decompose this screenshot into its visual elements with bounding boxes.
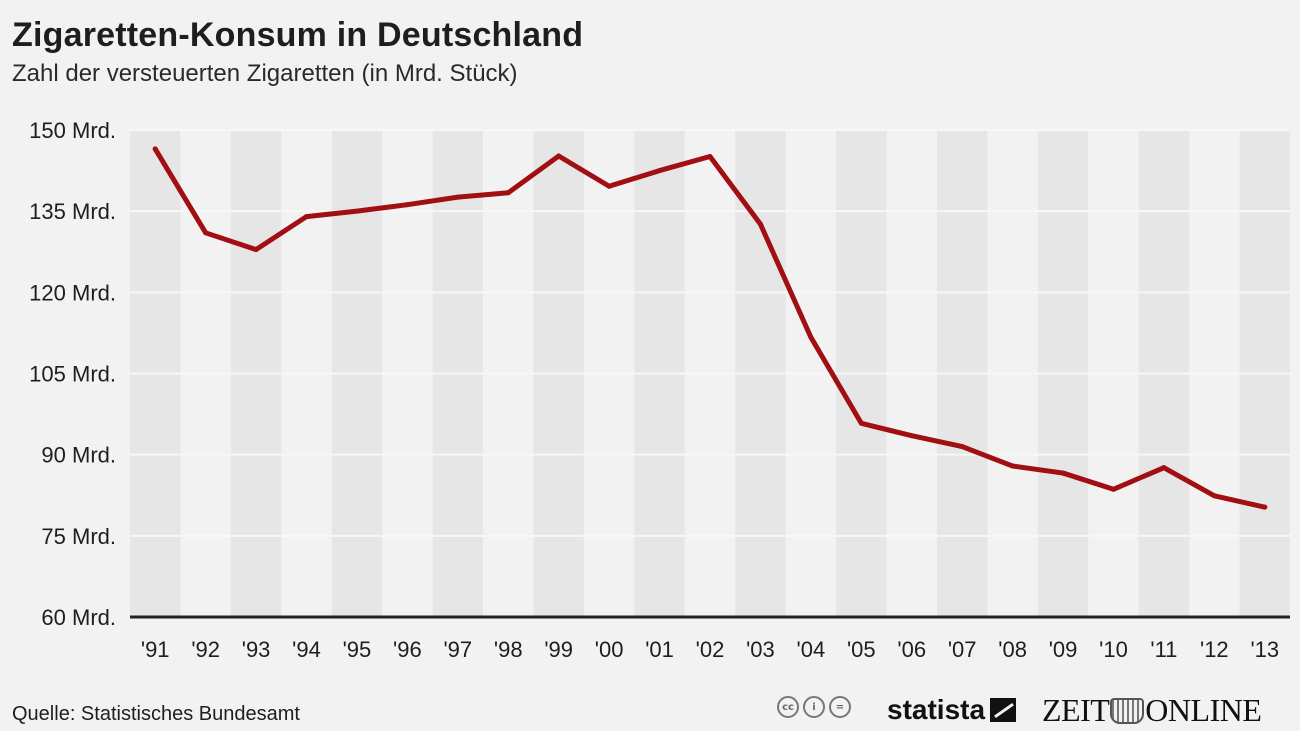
zeit-crest-icon: [1110, 697, 1145, 724]
y-tick-label: 60 Mrd.: [41, 605, 116, 630]
statista-logo: statista: [887, 694, 1017, 726]
x-tick-label: '04: [797, 637, 826, 662]
x-tick-label: '12: [1200, 637, 1229, 662]
data-point: [1262, 504, 1268, 510]
x-tick-label: '00: [595, 637, 624, 662]
data-point: [1110, 486, 1116, 492]
y-tick-label: 150 Mrd.: [29, 118, 116, 143]
data-point: [707, 154, 713, 160]
x-tick-label: '10: [1099, 637, 1128, 662]
x-tick-label: '11: [1150, 637, 1177, 662]
data-point: [1161, 465, 1167, 471]
line-chart: 60 Mrd. 75 Mrd. 90 Mrd. 105 Mrd. 120 Mrd. 135…: [29, 118, 1290, 662]
data-point: [304, 214, 310, 220]
data-point: [1010, 463, 1016, 469]
x-tick-label: '01: [645, 637, 674, 662]
data-point: [556, 153, 562, 159]
x-tick-label: '05: [847, 637, 876, 662]
zeit-logo-left: ZEIT: [1042, 692, 1110, 728]
x-tick-label: '06: [897, 637, 926, 662]
zeit-logo-right: ONLINE: [1145, 692, 1262, 728]
data-point: [959, 444, 965, 450]
data-point: [1060, 470, 1066, 476]
chart-subtitle: Zahl der versteuerten Zigaretten (in Mrd…: [12, 60, 518, 87]
x-tick-label: '02: [696, 637, 725, 662]
x-tick-label: '09: [1049, 637, 1078, 662]
data-point: [253, 247, 259, 253]
x-tick-label: '98: [494, 637, 523, 662]
data-point: [152, 146, 158, 152]
x-tick-label: '96: [393, 637, 422, 662]
statista-mark-icon: [990, 698, 1017, 722]
data-point: [354, 208, 360, 214]
nd-icon: =: [829, 696, 851, 718]
data-point: [606, 183, 612, 189]
statista-logo-text: statista: [887, 694, 986, 725]
y-tick-label: 105 Mrd.: [29, 362, 116, 387]
x-tick-label: '99: [544, 637, 573, 662]
x-tick-label: '92: [191, 637, 220, 662]
data-point: [909, 433, 915, 439]
source-note: Quelle: Statistisches Bundesamt: [12, 703, 300, 725]
series-line: [152, 146, 1268, 510]
y-tick-label: 90 Mrd.: [41, 443, 116, 468]
data-point: [757, 221, 763, 227]
zeit-online-logo: ZEIT ONLINE: [1042, 692, 1262, 729]
data-point: [404, 202, 410, 208]
x-tick-label: '07: [948, 637, 977, 662]
y-tick-label: 75 Mrd.: [41, 524, 116, 549]
data-point: [203, 230, 209, 236]
x-tick-label: '97: [443, 637, 472, 662]
x-tick-label: '95: [343, 637, 372, 662]
data-point: [505, 190, 511, 196]
y-tick-label: 135 Mrd.: [29, 199, 116, 224]
license-icons: cc i =: [777, 696, 851, 718]
x-tick-label: '08: [998, 637, 1027, 662]
chart-title: Zigaretten-Konsum in Deutschland: [12, 16, 584, 54]
y-tick-label: 120 Mrd.: [29, 280, 116, 305]
x-tick-label: '94: [292, 637, 321, 662]
x-tick-label: '03: [746, 637, 775, 662]
data-point: [858, 420, 864, 426]
data-point: [808, 334, 814, 340]
x-tick-label: '93: [242, 637, 271, 662]
data-point: [657, 168, 663, 174]
x-tick-label: '13: [1250, 637, 1279, 662]
by-icon: i: [803, 696, 825, 718]
data-point: [1211, 493, 1217, 499]
cc-icon: cc: [777, 696, 799, 718]
x-tick-label: '91: [141, 637, 170, 662]
data-point: [455, 194, 461, 200]
